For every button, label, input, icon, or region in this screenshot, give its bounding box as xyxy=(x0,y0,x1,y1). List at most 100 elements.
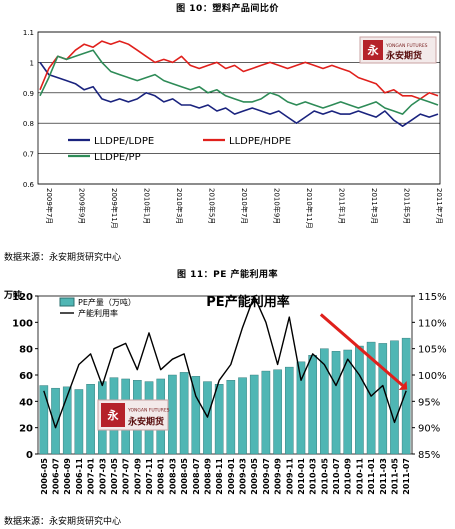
figure1-chart: 0.6 0.7 0.8 0.9 1 1.1 2009年7月 2009年9月 2009年11月 20… xyxy=(23,29,444,229)
x-tick-label: 2009-11 xyxy=(285,458,294,495)
y-tick-label: 1 xyxy=(30,59,34,67)
x-tick-label: 2008-09 xyxy=(203,458,212,495)
figure1-caption: 图 10：塑料产品间比价 xyxy=(176,4,279,14)
right-tick-label: 90% xyxy=(418,424,440,435)
x-tick-label: 2010-03 xyxy=(309,458,318,495)
right-tick-label: 110% xyxy=(418,318,447,329)
figure2-caption: 图 11：PE 产能利用率 xyxy=(176,270,279,280)
right-tick-label: 100% xyxy=(418,371,447,382)
x-tick-label: 2010年1月 xyxy=(143,188,152,224)
bar xyxy=(390,340,399,455)
x-tick-label: 2010年3月 xyxy=(175,188,184,224)
series-line-0 xyxy=(39,61,439,127)
bar xyxy=(308,355,317,455)
right-tick-label: 85% xyxy=(418,450,440,461)
x-tick-label: 2007-05 xyxy=(110,458,119,495)
bar xyxy=(179,372,189,455)
figure2-chart: 万吨 0 20 40 60 80 100 120 85% 90% 95% 100% 105% 110% 11… xyxy=(3,289,447,495)
x-tick-label: 2007-11 xyxy=(145,458,154,495)
x-tick-label: 2007-07 xyxy=(122,458,131,495)
legend-label-0: PE产量（万吨） xyxy=(78,297,136,307)
left-tick-label: 120 xyxy=(12,292,33,303)
y-tick-label: 0.7 xyxy=(23,151,34,159)
x-tick-label: 2009年7月 xyxy=(45,188,54,224)
bar xyxy=(238,377,247,455)
left-tick-label: 20 xyxy=(19,424,33,435)
logo-cn-text: 永安期货 xyxy=(127,416,164,428)
x-tick-label: 2011年7月 xyxy=(435,188,444,224)
bar xyxy=(273,369,282,455)
x-tick-label: 2006-07 xyxy=(52,458,61,495)
bar xyxy=(51,387,60,455)
x-tick-label: 2008-07 xyxy=(192,458,201,495)
bar xyxy=(284,366,294,455)
x-tick-label: 2011年5月 xyxy=(403,188,412,224)
left-tick-label: 40 xyxy=(19,397,33,408)
logo-mark xyxy=(101,403,125,427)
bar xyxy=(191,376,201,455)
x-tick-label: 2011年3月 xyxy=(370,188,379,224)
figure1-source: 数据来源：永安期货研究中心 xyxy=(4,253,122,263)
x-tick-label: 2011-07 xyxy=(402,458,411,495)
x-tick-label: 2009-07 xyxy=(262,458,271,495)
legend-label-0: LLDPE/LDPE xyxy=(94,136,154,147)
legend-label-1: 产能利用率 xyxy=(78,308,118,318)
x-tick-label: 2009年11月 xyxy=(110,188,119,229)
bar xyxy=(366,341,376,455)
legend-label-1: LLDPE/HDPE xyxy=(229,136,291,147)
left-tick-label: 60 xyxy=(19,371,33,382)
legend-label-2: LLDPE/PP xyxy=(94,152,141,163)
x-tick-label: 2008-05 xyxy=(180,458,189,495)
x-tick-label: 2010年7月 xyxy=(240,188,249,224)
x-tick-label: 2010-01 xyxy=(297,458,306,495)
series-line-2 xyxy=(39,49,439,115)
logo-en-text: YONGAN FUTURES xyxy=(385,43,428,49)
bar xyxy=(355,345,364,455)
x-tick-label: 2009-03 xyxy=(239,458,248,495)
left-tick-label: 0 xyxy=(26,450,33,461)
chart-title: PE产能利用率 xyxy=(206,294,289,310)
x-tick-label: 2009年9月 xyxy=(78,188,87,224)
x-tick-label: 2010-05 xyxy=(320,458,329,495)
x-tick-label: 2011年1月 xyxy=(338,188,347,224)
logo-mark xyxy=(363,40,383,60)
x-tick-label: 2009-01 xyxy=(227,458,236,495)
x-tick-label: 2010年11月 xyxy=(305,188,314,229)
bar xyxy=(378,343,388,455)
bar xyxy=(261,370,271,455)
figure2-source: 数据来源：永安期货研究中心 xyxy=(4,517,122,527)
x-tick-label: 2011-03 xyxy=(379,458,388,495)
y-tick-label: 0.9 xyxy=(23,90,34,98)
bar xyxy=(320,348,329,455)
bar xyxy=(74,389,84,455)
x-tick-label: 2009-05 xyxy=(250,458,259,495)
bar xyxy=(86,384,95,455)
bar xyxy=(62,386,72,455)
logo-mark-text: 永 xyxy=(107,408,120,422)
x-tick-label: 2008-01 xyxy=(157,458,166,495)
logo: 永 YONGAN FUTURES 永安期货 xyxy=(97,399,170,431)
left-axis-unit: 万吨 xyxy=(3,289,22,301)
bar xyxy=(214,384,224,455)
left-tick-label: 100 xyxy=(12,318,33,329)
y-tick-label: 1.1 xyxy=(23,29,34,37)
x-tick-label: 2010-07 xyxy=(332,458,341,495)
utilization-line xyxy=(43,295,407,429)
bar xyxy=(343,349,353,455)
right-tick-label: 105% xyxy=(418,345,447,356)
x-tick-label: 2006-05 xyxy=(40,458,49,495)
x-tick-label: 2007-09 xyxy=(133,458,142,495)
x-tick-label: 2011-01 xyxy=(367,458,376,495)
x-tick-label: 2008-03 xyxy=(168,458,177,495)
logo-en-text: YONGAN FUTURES xyxy=(127,407,170,413)
y-tick-label: 0.6 xyxy=(23,181,35,189)
y-tick-label: 0.8 xyxy=(23,120,34,128)
bar xyxy=(226,380,236,455)
bar xyxy=(39,385,49,455)
series-line-1 xyxy=(39,40,439,100)
bar xyxy=(249,374,259,455)
logo-cn-text: 永安期货 xyxy=(385,49,422,61)
right-tick-label: 115% xyxy=(418,292,447,303)
bar xyxy=(401,337,411,455)
